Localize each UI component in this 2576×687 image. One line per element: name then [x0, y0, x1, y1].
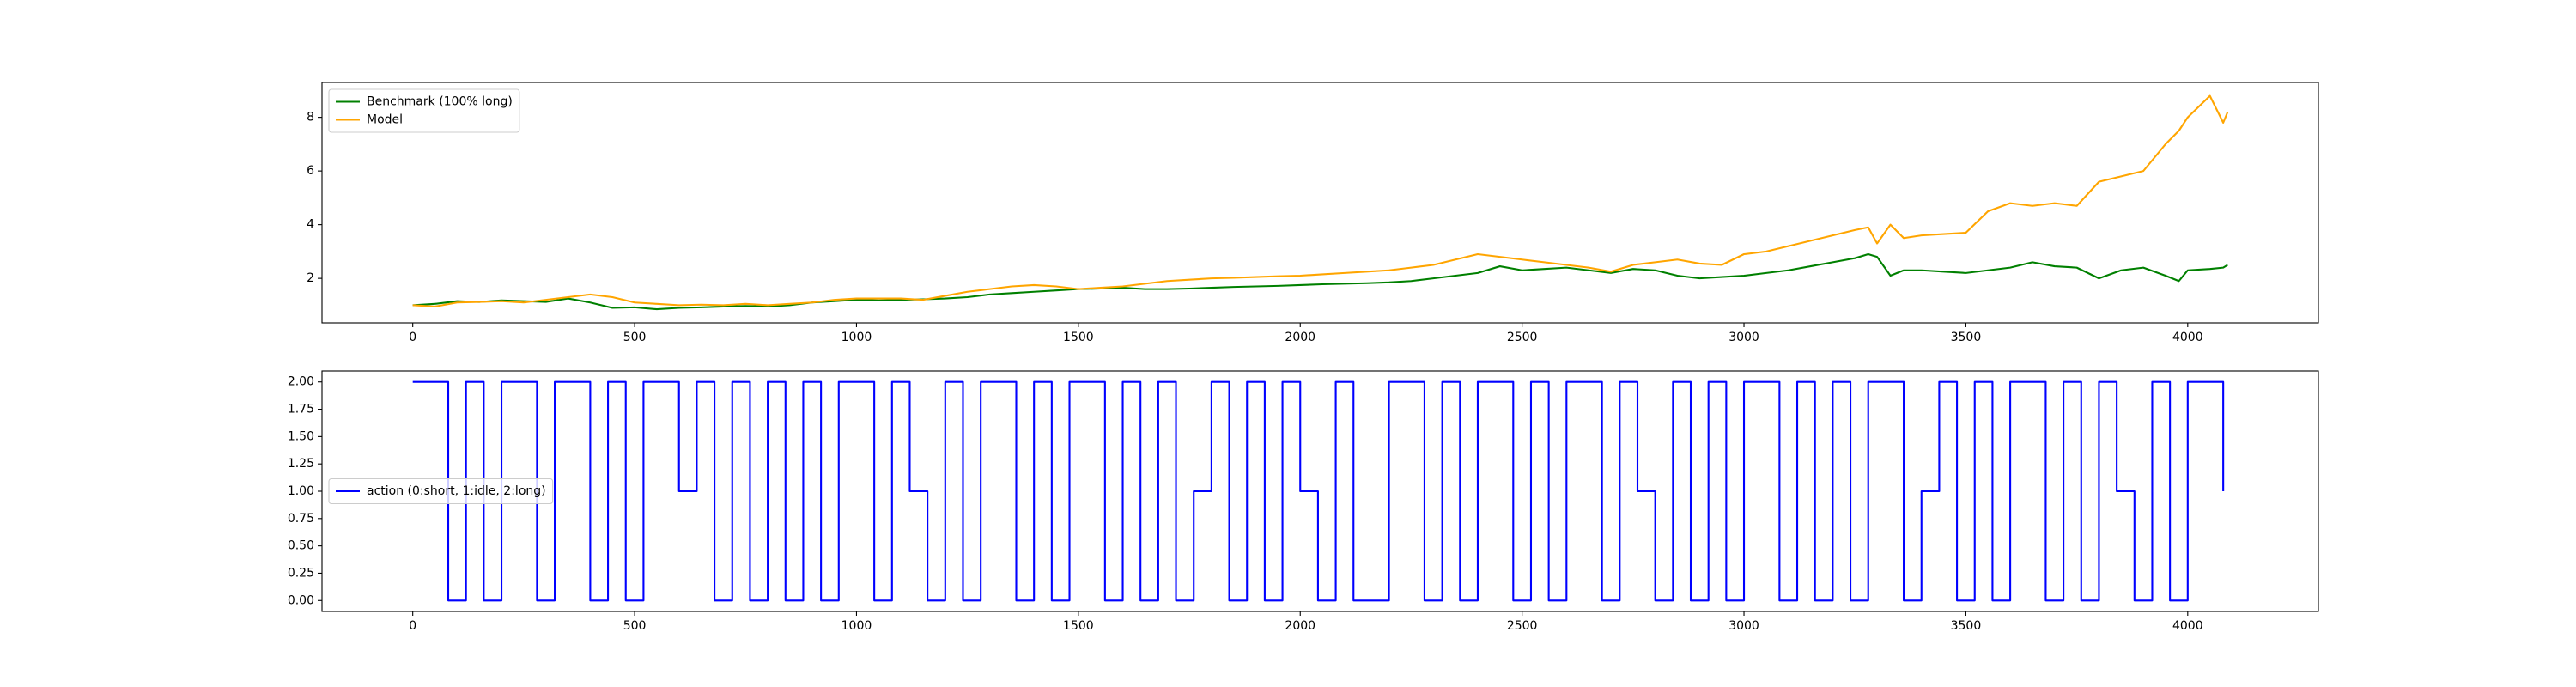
- y-tick-label: 8: [307, 111, 314, 125]
- legend: Benchmark (100% long) Model: [328, 88, 520, 133]
- x-tick-label: 2000: [1285, 619, 1315, 633]
- legend-frame: [328, 88, 520, 133]
- axes: 0 500 1000 1500 2000 2500 3000 3500 4000 0.00 0.25…: [288, 370, 2319, 633]
- y-tick-label: 0.50: [288, 539, 314, 553]
- data-line: [412, 380, 2225, 602]
- y-tick-label: 6: [307, 164, 314, 178]
- legend-frame: [328, 477, 554, 505]
- axes-frame: [321, 82, 2319, 324]
- x-tick-label: 2000: [1285, 331, 1315, 344]
- x-tick-label: 1500: [1063, 331, 1094, 344]
- y-tick-label: 1.25: [288, 457, 314, 471]
- x-tick-label: 500: [623, 619, 647, 633]
- y-tick-label: 1.00: [288, 484, 314, 498]
- data-line: [412, 252, 2228, 311]
- y-tick-label: 0.25: [288, 566, 314, 580]
- y-tick-label: 0.00: [288, 593, 314, 607]
- y-tick-label: 2: [307, 271, 314, 285]
- legend-label: Benchmark (100% long): [367, 95, 513, 109]
- axes: 0 500 1000 1500 2000 2500 3000 3500 4000 2 4 6 8: [307, 82, 2319, 344]
- x-tick-label: 1000: [841, 619, 872, 633]
- axes-frame: [321, 370, 2319, 612]
- x-tick-label: 1500: [1063, 619, 1094, 633]
- x-tick-label: 3000: [1728, 331, 1759, 344]
- x-tick-label: 3500: [1951, 331, 1982, 344]
- y-tick-label: 4: [307, 218, 314, 232]
- x-tick-label: 1000: [841, 331, 872, 344]
- x-tick-label: 4000: [2172, 619, 2203, 633]
- y-tick-label: 1.50: [288, 429, 314, 443]
- y-tick-label: 2.00: [288, 375, 314, 389]
- legend-label: Model: [367, 113, 403, 127]
- legend: action (0:short, 1:idle, 2:long): [328, 477, 554, 505]
- x-tick-label: 0: [409, 331, 416, 344]
- x-tick-label: 0: [409, 619, 416, 633]
- x-tick-label: 2500: [1507, 331, 1538, 344]
- y-tick-label: 0.75: [288, 512, 314, 526]
- legend-label: action (0:short, 1:idle, 2:long): [367, 484, 546, 498]
- x-tick-label: 500: [623, 331, 647, 344]
- x-tick-label: 3500: [1951, 619, 1982, 633]
- x-tick-label: 2500: [1507, 619, 1538, 633]
- x-tick-label: 4000: [2172, 331, 2203, 344]
- y-tick-label: 1.75: [288, 403, 314, 416]
- x-tick-label: 3000: [1728, 619, 1759, 633]
- data-line: [412, 94, 2229, 307]
